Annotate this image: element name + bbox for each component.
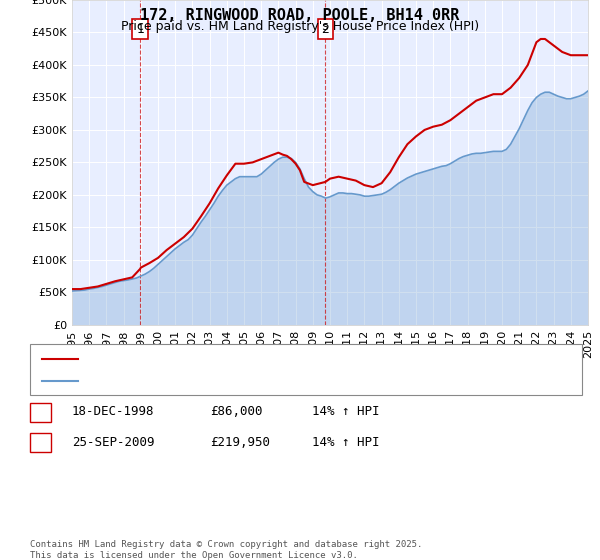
Text: Price paid vs. HM Land Registry's House Price Index (HPI): Price paid vs. HM Land Registry's House … xyxy=(121,20,479,32)
Text: 14% ↑ HPI: 14% ↑ HPI xyxy=(312,405,380,418)
Text: 1: 1 xyxy=(37,405,44,418)
Text: 172, RINGWOOD ROAD, POOLE, BH14 0RR (semi-detached house): 172, RINGWOOD ROAD, POOLE, BH14 0RR (sem… xyxy=(84,353,440,363)
Text: 2: 2 xyxy=(322,23,329,36)
Text: 172, RINGWOOD ROAD, POOLE, BH14 0RR: 172, RINGWOOD ROAD, POOLE, BH14 0RR xyxy=(140,8,460,24)
Text: 14% ↑ HPI: 14% ↑ HPI xyxy=(312,436,380,449)
Text: 18-DEC-1998: 18-DEC-1998 xyxy=(72,405,155,418)
Text: HPI: Average price, semi-detached house, Bournemouth Christchurch and Poole: HPI: Average price, semi-detached house,… xyxy=(84,376,553,386)
Text: £86,000: £86,000 xyxy=(210,405,263,418)
Text: 25-SEP-2009: 25-SEP-2009 xyxy=(72,436,155,449)
Text: Contains HM Land Registry data © Crown copyright and database right 2025.
This d: Contains HM Land Registry data © Crown c… xyxy=(30,540,422,560)
Text: 1: 1 xyxy=(136,23,144,36)
Text: 2: 2 xyxy=(37,436,44,449)
Text: £219,950: £219,950 xyxy=(210,436,270,449)
